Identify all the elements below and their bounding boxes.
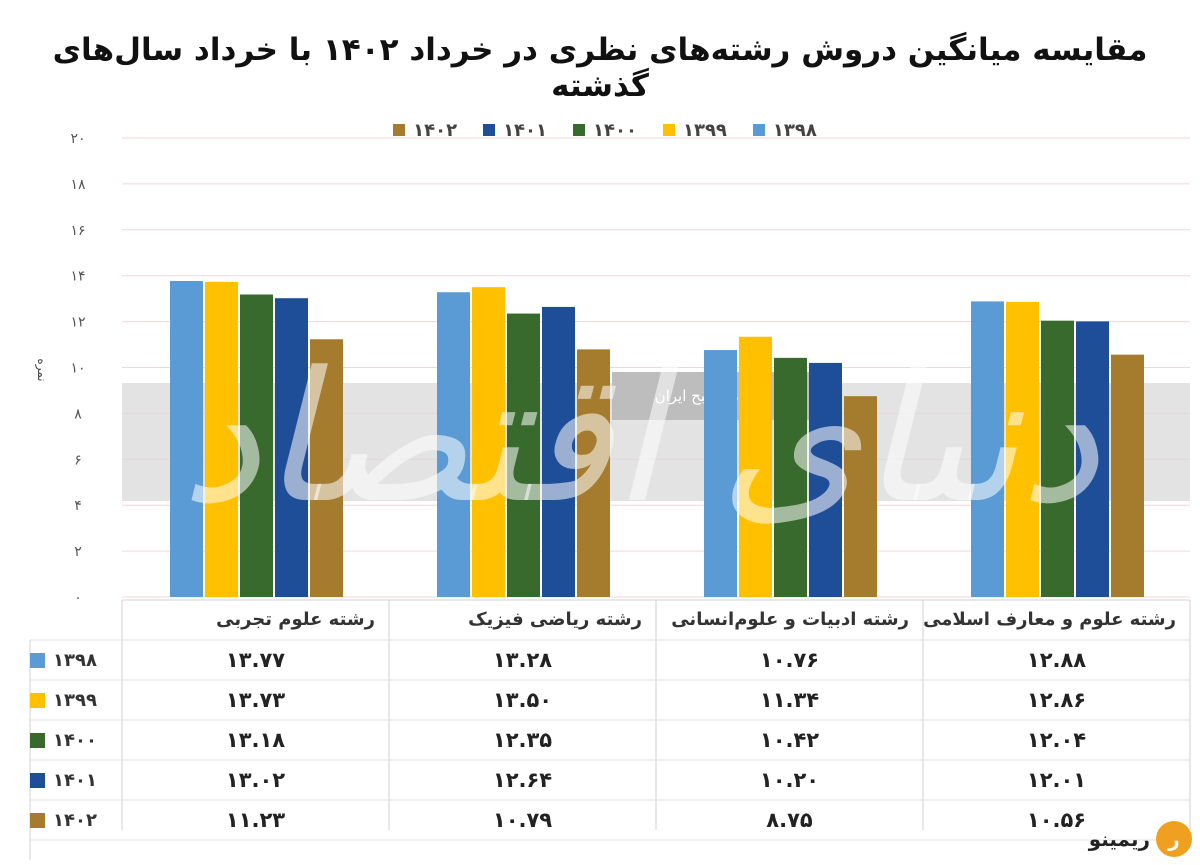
- legend-label: ۱۴۰۱: [503, 119, 548, 141]
- bar-1400-2: [507, 313, 540, 597]
- bar-1398-2: [437, 292, 470, 597]
- table-row-swatch: [30, 772, 45, 788]
- table-cell: ۱۰.۴۲: [759, 728, 820, 752]
- brand-logo: ر ریمینو: [1089, 819, 1192, 859]
- table-row-year: ۱۳۹۹: [53, 689, 97, 711]
- table-cell: ۱۳.۲۸: [492, 648, 553, 672]
- table-cell: ۸.۷۵: [766, 808, 813, 832]
- y-tick-label: ۰: [74, 590, 82, 606]
- legend-item-1398: ۱۳۹۸: [752, 119, 817, 141]
- bar-1400-1: [240, 294, 273, 597]
- y-tick-label: ۲: [74, 544, 82, 560]
- table-cell: ۱۲.۸۸: [1026, 648, 1087, 672]
- table-row-label: ۱۳۹۸: [30, 642, 125, 678]
- bar-1401-1: [275, 298, 308, 597]
- legend-item-1400: ۱۴۰۰: [573, 120, 637, 141]
- y-tick-label: ۴: [74, 498, 82, 514]
- legend-item-1401: ۱۴۰۱: [483, 120, 547, 141]
- y-tick-label: ۶: [74, 452, 82, 468]
- bar-1401-4: [1076, 321, 1109, 597]
- table-cell: ۱۰.۷۶: [759, 648, 820, 672]
- y-tick-label: ۲۰: [70, 131, 85, 147]
- table-cell: ۱۳.۷۷: [225, 648, 286, 672]
- table-cell: ۱۳.۰۲: [225, 768, 286, 792]
- bar-1402-3: [844, 396, 877, 597]
- category-label: رشته ریاضی فیزیک: [468, 609, 642, 630]
- legend-label: ۱۳۹۸: [772, 119, 817, 141]
- bar-1400-3: [774, 357, 807, 597]
- table-cell: ۱۱.۳۴: [759, 688, 820, 712]
- table-cell: ۱۰.۲۰: [759, 768, 820, 792]
- legend-label: ۱۴۰۲: [413, 119, 458, 141]
- table-cell: ۱۳.۷۳: [225, 688, 286, 712]
- bar-1398-1: [170, 280, 203, 597]
- y-axis-label: نمره: [34, 358, 49, 381]
- brand-mark-icon: ر: [1156, 821, 1192, 857]
- watermark-logo: دنیای اقتصاد: [181, 334, 1101, 543]
- table-cell: ۱۲.۰۱: [1026, 768, 1087, 792]
- table-cell: ۱۲.۰۴: [1026, 728, 1087, 752]
- legend-swatch: [662, 124, 675, 136]
- legend-swatch: [573, 124, 586, 136]
- bar-1401-3: [809, 362, 842, 597]
- table-cell: ۱۳.۵۰: [492, 688, 553, 712]
- table-row-label: ۱۳۹۹: [30, 682, 125, 718]
- y-tick-label: ۱۲: [70, 315, 85, 331]
- chart-title: مقایسه میانگین دروش رشته‌های نظری در خرد…: [52, 32, 1148, 104]
- table-row-label: ۱۴۰۱: [30, 762, 125, 798]
- category-label: رشته علوم تجربی: [216, 609, 375, 630]
- brand-name: ریمینو: [1088, 827, 1150, 851]
- table-row-swatch: [30, 812, 45, 828]
- table-row-swatch: [30, 652, 45, 668]
- category-label: رشته علوم و معارف اسلامی: [923, 609, 1176, 630]
- table-row-year: ۱۴۰۰: [53, 729, 97, 751]
- legend-swatch: [393, 124, 406, 136]
- category-label: رشته ادبیات و علوم‌انسانی: [671, 609, 909, 630]
- y-tick-label: ۱۶: [70, 223, 85, 239]
- bar-1399-4: [1006, 301, 1039, 597]
- table-row-label: ۱۴۰۲: [30, 802, 125, 838]
- table-cell: ۱۱.۲۳: [225, 808, 286, 832]
- y-tick-label: ۱۴: [70, 269, 85, 285]
- legend-item-1402: ۱۴۰۲: [393, 120, 457, 141]
- table-row-swatch: [30, 732, 45, 748]
- bar-1398-4: [971, 301, 1004, 597]
- bar-1399-3: [739, 336, 772, 597]
- table-row-swatch: [30, 692, 45, 708]
- legend-swatch: [483, 124, 496, 136]
- bar-1398-3: [704, 350, 737, 597]
- bar-1402-4: [1111, 354, 1144, 597]
- bar-1402-1: [310, 339, 343, 597]
- legend-item-1399: ۱۳۹۹: [662, 119, 727, 141]
- bar-1400-4: [1041, 320, 1074, 597]
- legend-swatch: [752, 124, 765, 136]
- chart-legend: ۱۳۹۸ ۱۳۹۹ ۱۴۰۰ ۱۴۰۱ ۱۴۰۲: [375, 116, 835, 144]
- table-cell: ۱۲.۸۶: [1026, 688, 1087, 712]
- y-tick-label: ۱۰: [70, 361, 85, 377]
- table-row-year: ۱۳۹۸: [53, 649, 97, 671]
- legend-label: ۱۳۹۹: [682, 119, 727, 141]
- table-row-label: ۱۴۰۰: [30, 722, 125, 758]
- table-cell: ۱۲.۳۵: [492, 728, 553, 752]
- table-cell: ۱۳.۱۸: [225, 728, 286, 752]
- bar-1399-2: [472, 287, 505, 597]
- table-row-year: ۱۴۰۲: [53, 809, 97, 831]
- legend-label: ۱۴۰۰: [593, 119, 637, 141]
- y-tick-label: ۱۸: [70, 177, 86, 193]
- bar-1401-2: [542, 306, 575, 597]
- bar-1402-2: [577, 349, 610, 597]
- table-cell: ۱۰.۷۹: [492, 808, 553, 832]
- table-cell: ۱۰.۵۶: [1026, 808, 1087, 832]
- table-row-year: ۱۴۰۱: [53, 769, 97, 791]
- bar-1399-1: [205, 281, 238, 597]
- table-cell: ۱۲.۶۴: [492, 768, 553, 792]
- y-tick-label: ۸: [74, 406, 82, 422]
